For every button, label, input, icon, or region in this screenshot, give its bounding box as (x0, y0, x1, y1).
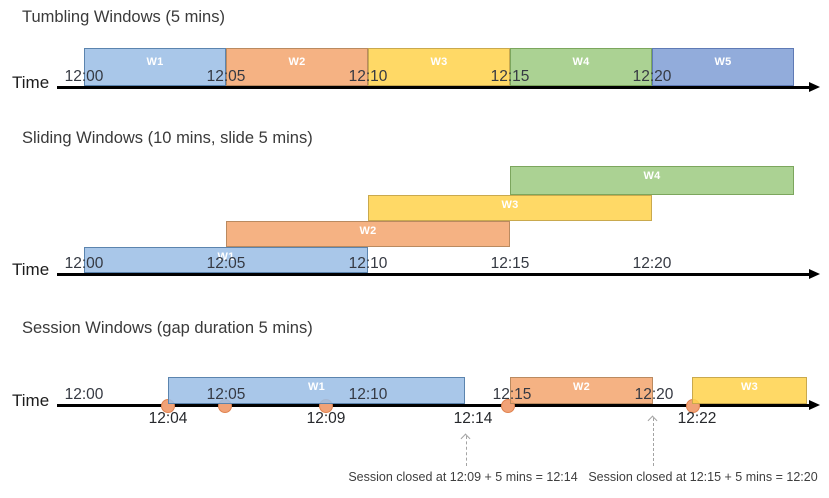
window-label: W3 (501, 199, 519, 211)
tumbling-windows-title: Tumbling Windows (5 mins) (22, 8, 225, 26)
tick-label: 12:05 (206, 386, 246, 403)
time-axis-line (57, 86, 810, 89)
session-closed-annotation: Session closed at 12:15 + 5 mins = 12:20 (588, 470, 818, 484)
tick-label: 12:00 (64, 255, 104, 272)
tick-label: 12:15 (490, 255, 530, 272)
tick-label: 12:00 (64, 386, 104, 403)
window-box: W5 (652, 48, 794, 86)
window-label: W2 (359, 225, 377, 237)
event-time-label: 12:09 (306, 410, 346, 427)
window-label: W1 (217, 251, 235, 263)
tick-label: 12:00 (64, 68, 104, 85)
window-label: W2 (572, 381, 591, 393)
time-axis-label: Time (12, 260, 50, 279)
window-box: W4 (510, 166, 794, 195)
time-axis-arrowhead (809, 399, 820, 410)
time-axis-label: Time (12, 73, 50, 92)
sliding-windows-title: Sliding Windows (10 mins, slide 5 mins) (22, 129, 313, 147)
tick-label: 12:05 (206, 255, 246, 272)
window-label: W4 (643, 170, 661, 182)
window-box: W3 (692, 377, 807, 404)
window-box: W4 (510, 48, 652, 86)
window-box: W3 (368, 195, 652, 221)
window-box: W2 (226, 221, 510, 247)
tick-label: 12:20 (632, 68, 672, 85)
tick-label: 12:05 (206, 68, 246, 85)
window-label: W1 (307, 381, 326, 393)
window-label: W1 (146, 56, 164, 68)
tick-label: 12:20 (634, 386, 674, 403)
session-windows-title: Session Windows (gap duration 5 mins) (22, 319, 313, 337)
time-axis-line (57, 404, 810, 407)
tick-label: 12:15 (490, 68, 530, 85)
event-time-label: 12:04 (148, 410, 188, 427)
tick-label: 12:10 (348, 68, 388, 85)
window-label: W2 (288, 56, 306, 68)
window-label: W4 (572, 56, 590, 68)
window-label: W3 (740, 381, 759, 393)
tick-label: 12:20 (632, 255, 672, 272)
session-closed-arrow-icon (653, 418, 654, 466)
session-closed-annotation: Session closed at 12:09 + 5 mins = 12:14 (348, 470, 578, 484)
time-axis-arrowhead (809, 81, 820, 92)
window-box: W2 (226, 48, 368, 86)
time-axis-line (57, 273, 810, 276)
tick-label: 12:15 (492, 386, 532, 403)
tick-label: 12:10 (348, 386, 388, 403)
time-axis-arrowhead (809, 268, 820, 279)
window-box: W3 (368, 48, 510, 86)
session-closed-arrow-icon (466, 436, 467, 466)
window-box: W1 (168, 377, 465, 404)
window-box: W1 (84, 247, 368, 273)
window-label: W3 (430, 56, 448, 68)
tick-label: 12:10 (348, 255, 388, 272)
time-axis-label: Time (12, 391, 50, 410)
window-box: W1 (84, 48, 226, 86)
window-label: W5 (714, 56, 732, 68)
event-time-label: 12:14 (453, 410, 493, 427)
event-time-label: 12:22 (677, 410, 717, 427)
window-box: W2 (510, 377, 653, 404)
